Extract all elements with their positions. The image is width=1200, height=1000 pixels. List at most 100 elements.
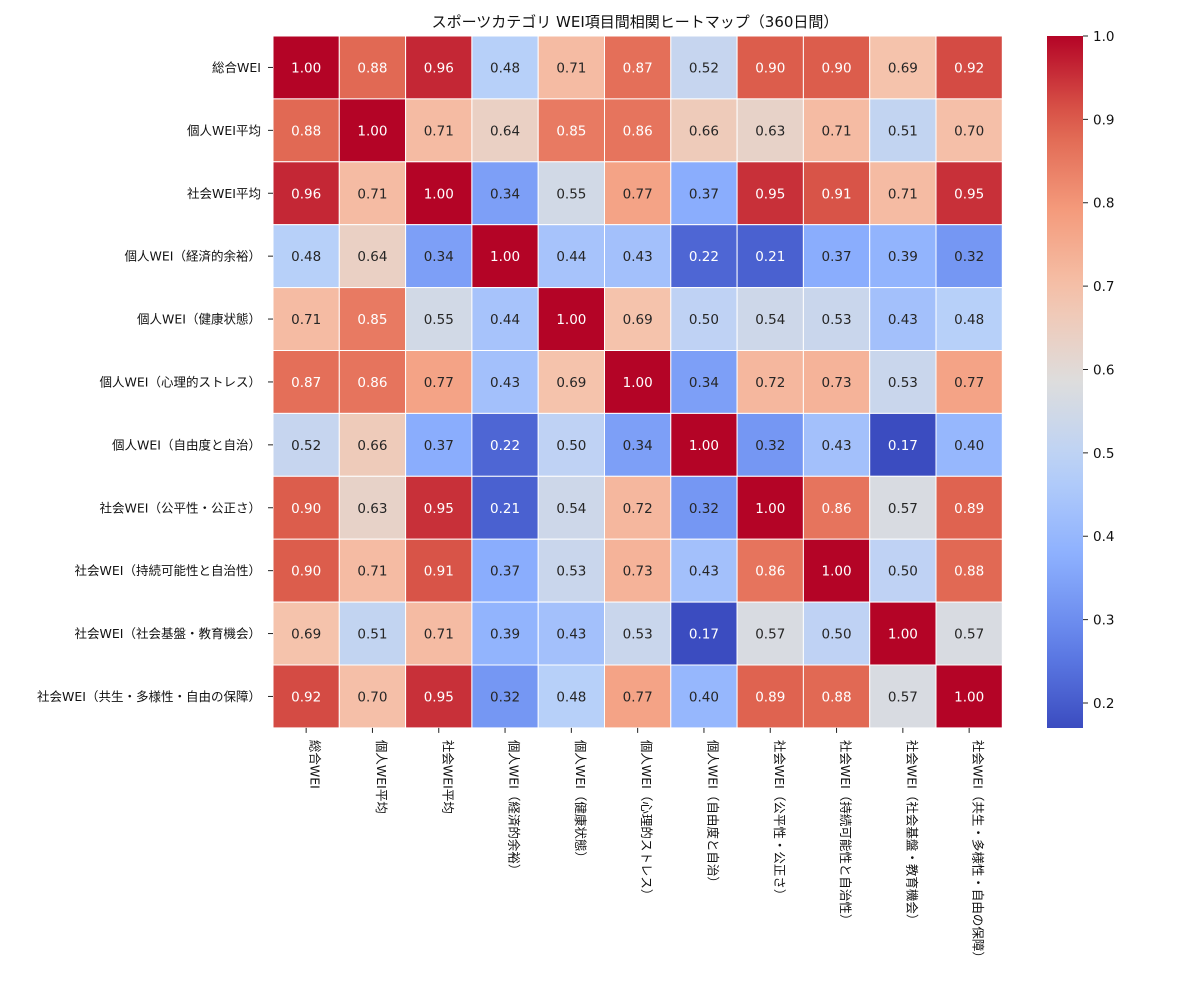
cell-value-label: 0.89 (755, 689, 785, 705)
cell-value-label: 0.53 (556, 564, 586, 580)
heatmap-cell (471, 475, 539, 540)
heatmap-cell (736, 601, 804, 666)
colorbar-tick-label: 1.0 (1093, 29, 1114, 45)
heatmap-cell (537, 475, 606, 540)
cell-value-label: 0.86 (822, 501, 852, 517)
cell-value-label: 1.00 (954, 689, 984, 705)
heatmap-cell (869, 98, 937, 163)
cell-value-label: 0.51 (888, 123, 918, 139)
heatmap-cell (604, 350, 672, 414)
cell-value-label: 0.71 (822, 123, 852, 139)
heatmap-cell (537, 161, 606, 226)
heatmap-cell (935, 287, 1003, 352)
colorbar-tick-label: 0.8 (1093, 196, 1114, 212)
heatmap-cell (604, 538, 672, 603)
cell-value-label: 0.71 (556, 60, 586, 76)
cell-value-label: 0.87 (623, 60, 653, 76)
colorbar-tick-label: 0.4 (1093, 529, 1114, 545)
heatmap-cell (604, 224, 672, 289)
cell-value-label: 0.72 (755, 375, 785, 391)
cell-value-label: 0.57 (888, 689, 918, 705)
heatmap-cell (736, 35, 804, 100)
cell-value-label: 0.91 (424, 564, 454, 580)
heatmap-cell (338, 475, 407, 540)
cell-value-label: 0.69 (623, 312, 653, 328)
cell-value-label: 0.71 (291, 312, 321, 328)
cell-value-label: 0.92 (291, 689, 321, 705)
cell-value-label: 0.57 (755, 627, 785, 643)
heatmap-cell (802, 224, 871, 289)
cell-value-label: 0.32 (954, 249, 984, 265)
heatmap-cell (670, 412, 738, 477)
heatmap-cell (670, 161, 738, 226)
heatmap-cell (471, 35, 539, 100)
cell-value-label: 0.90 (291, 501, 321, 517)
column-label: 個人WEI（経済的余裕） (507, 740, 522, 876)
cell-value-label: 0.34 (490, 186, 520, 202)
row-label: 社会WEI（公平性・公正さ） (100, 500, 261, 515)
cell-value-label: 0.32 (490, 689, 520, 705)
cell-value-label: 0.85 (357, 312, 387, 328)
cell-value-label: 1.00 (822, 564, 852, 580)
cell-value-label: 0.48 (291, 249, 321, 265)
cell-value-label: 0.63 (357, 501, 387, 517)
cell-value-label: 0.92 (954, 60, 984, 76)
cell-value-label: 0.50 (556, 438, 586, 454)
heatmap-cell (604, 35, 672, 100)
column-label: 個人WEI平均 (374, 740, 389, 814)
cell-value-label: 0.57 (954, 627, 984, 643)
cell-value-label: 0.90 (291, 564, 321, 580)
heatmap-cell (869, 412, 937, 477)
cell-value-label: 0.86 (755, 564, 785, 580)
cell-value-label: 0.66 (357, 438, 387, 454)
heatmap-cell (670, 224, 738, 289)
cell-value-label: 0.32 (755, 438, 785, 454)
cell-value-label: 0.77 (623, 689, 653, 705)
heatmap-cell (471, 350, 539, 414)
heatmap-cell (935, 35, 1003, 100)
row-label: 総合WEI (212, 60, 261, 75)
cell-value-label: 0.86 (623, 123, 653, 139)
cell-value-label: 0.90 (822, 60, 852, 76)
cell-value-label: 0.95 (424, 689, 454, 705)
heatmap-cell (272, 98, 340, 163)
heatmap-cell (537, 98, 606, 163)
cell-value-label: 0.22 (490, 438, 520, 454)
cell-value-label: 0.34 (689, 375, 719, 391)
cell-value-label: 1.00 (755, 501, 785, 517)
cell-value-label: 0.54 (556, 501, 586, 517)
row-label: 個人WEI（経済的余裕） (125, 249, 261, 264)
heatmap-cell (537, 601, 606, 666)
heatmap-cell (405, 412, 473, 477)
cell-value-label: 0.88 (357, 60, 387, 76)
cell-value-label: 0.43 (556, 627, 586, 643)
heatmap-cell (736, 412, 804, 477)
heatmap-cell (604, 412, 672, 477)
cell-value-label: 1.00 (623, 375, 653, 391)
cell-value-label: 0.64 (490, 123, 520, 139)
row-label: 個人WEI（自由度と自治） (112, 437, 261, 452)
cell-value-label: 0.57 (888, 501, 918, 517)
cell-value-label: 0.50 (888, 564, 918, 580)
heatmap-cell (537, 664, 606, 729)
heatmap-cell (935, 350, 1003, 414)
cell-value-label: 0.77 (424, 375, 454, 391)
heatmap-cells: 1.00 0.88 0.96 0.48 0.71 0.87 0.52 0.90 0.90 0.69… (272, 35, 1003, 729)
cell-value-label: 0.54 (755, 312, 785, 328)
cell-value-label: 1.00 (357, 123, 387, 139)
cell-value-label: 0.48 (556, 689, 586, 705)
heatmap-cell (338, 35, 407, 100)
heatmap-cell (471, 224, 539, 289)
column-label: 個人WEI（自由度と自治） (705, 740, 720, 889)
column-label: 社会WEI（持続可能性と自治性） (838, 740, 853, 926)
heatmap-cell (802, 350, 871, 414)
cell-value-label: 0.37 (822, 249, 852, 265)
cell-value-label: 0.37 (424, 438, 454, 454)
heatmap-cell (604, 287, 672, 352)
cell-value-label: 0.43 (490, 375, 520, 391)
cell-value-label: 0.37 (689, 186, 719, 202)
heatmap-cell (802, 98, 871, 163)
cell-value-label: 0.70 (954, 123, 984, 139)
cell-value-label: 0.95 (954, 186, 984, 202)
